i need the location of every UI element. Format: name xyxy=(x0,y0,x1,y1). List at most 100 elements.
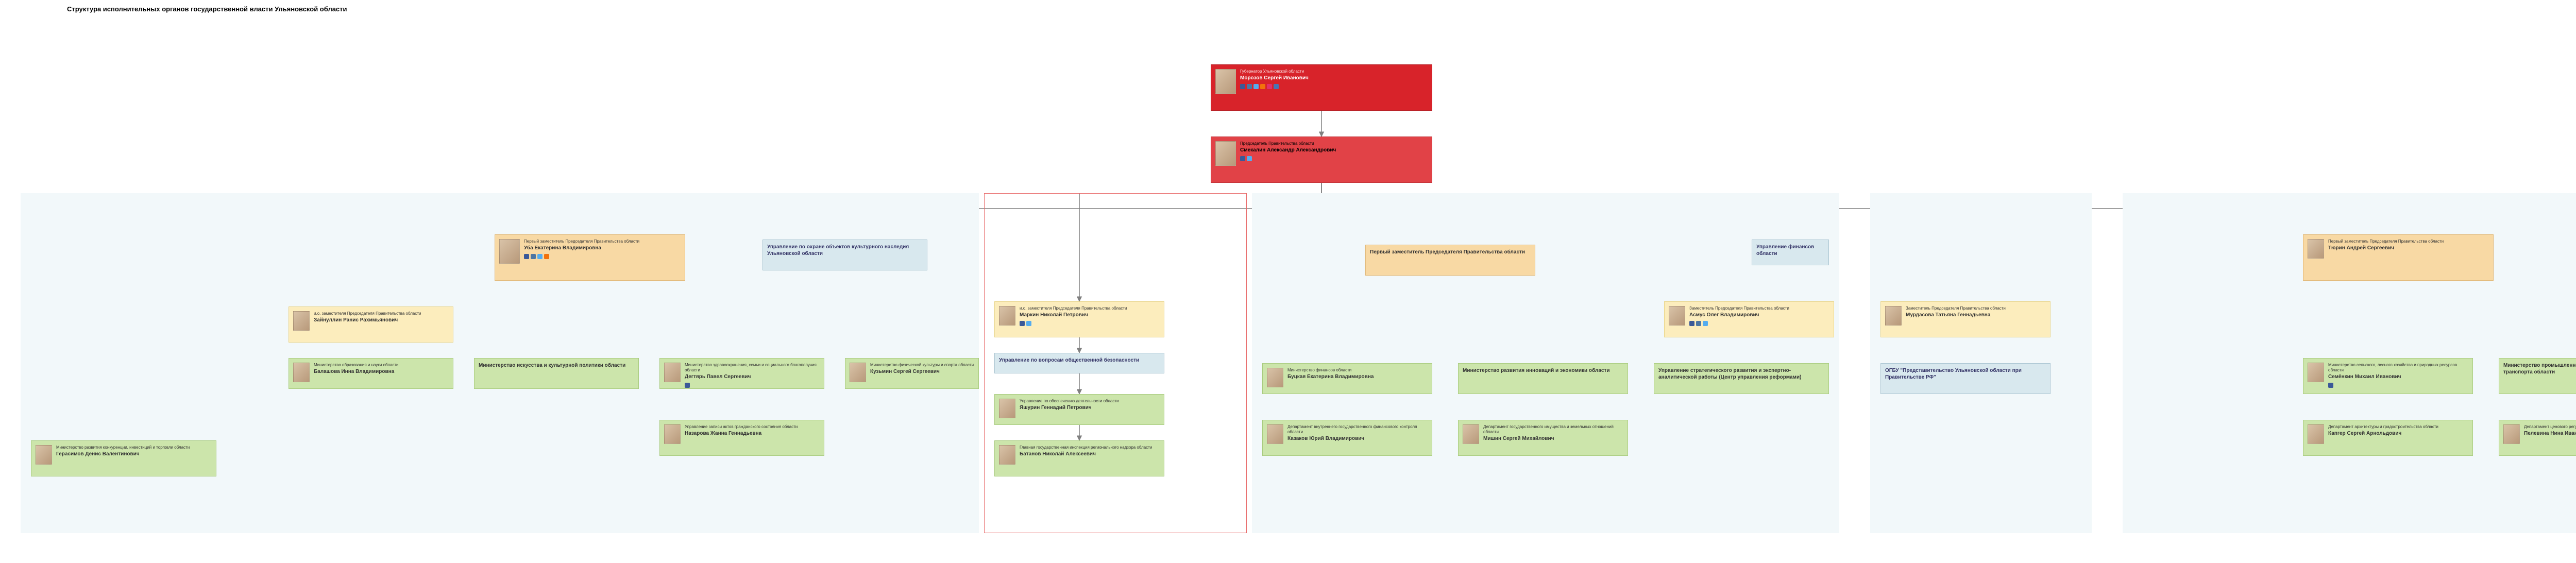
node-role: Управление записи актов гражданского сос… xyxy=(685,424,820,430)
org-node-markin[interactable]: и.о. заместителя Председателя Правительс… xyxy=(994,301,1164,337)
node-role: Управление по обеспечению деятельности о… xyxy=(1020,399,1160,404)
social-icon[interactable] xyxy=(685,383,690,388)
node-role: Департамент государственного имущества и… xyxy=(1483,424,1623,435)
node-name: Министерство промышленности, строительст… xyxy=(2503,363,2576,376)
org-node-g-control[interactable]: Департамент внутреннего государственного… xyxy=(1262,420,1432,456)
social-links xyxy=(1240,84,1428,89)
org-node-g-fin[interactable]: Министерство финансов областиБуцкая Екат… xyxy=(1262,363,1432,394)
social-links xyxy=(1689,321,1829,326)
node-name: Капгер Сергей Арнольдович xyxy=(2328,431,2468,437)
social-icon[interactable] xyxy=(531,254,536,259)
org-node-pm[interactable]: Председатель Правительства областиСмекал… xyxy=(1211,137,1432,183)
person-photo xyxy=(1885,306,1902,326)
node-name: Батанов Николай Алексеевич xyxy=(1020,451,1160,458)
social-icon[interactable] xyxy=(1240,84,1245,89)
social-icon[interactable] xyxy=(1247,156,1252,161)
org-node-blue-oggu[interactable]: ОГБУ "Представительство Ульяновской обла… xyxy=(1880,363,2050,394)
node-name: Смекалин Александр Александрович xyxy=(1240,147,1428,154)
org-node-g-econ[interactable]: Министерство развития конкуренции, инвес… xyxy=(31,440,216,476)
social-icon[interactable] xyxy=(1267,84,1272,89)
node-name: Балашова Инна Владимировна xyxy=(314,369,449,376)
page-title: Структура исполнительных органов государ… xyxy=(0,0,2576,13)
social-icon[interactable] xyxy=(524,254,529,259)
node-name: Буцкая Екатерина Владимировна xyxy=(1287,374,1428,381)
person-photo xyxy=(999,445,1015,465)
node-name: Мишин Сергей Михайлович xyxy=(1483,436,1623,442)
org-node-g-sport[interactable]: Министерство физической культуры и спорт… xyxy=(845,358,979,389)
social-icon[interactable] xyxy=(537,254,543,259)
org-node-blue-culture[interactable]: Управление по охране объектов культурног… xyxy=(762,240,927,270)
org-node-blue-fin[interactable]: Управление финансов области xyxy=(1752,240,1829,265)
org-node-g-industry[interactable]: Министерство промышленности, строительст… xyxy=(2499,358,2576,394)
social-icon[interactable] xyxy=(1247,84,1252,89)
org-node-dep1[interactable]: Первый заместитель Председателя Правител… xyxy=(1365,245,1535,276)
node-role: Министерство развития конкуренции, инвес… xyxy=(56,445,212,450)
org-node-g-agro[interactable]: Министерство сельского, лесного хозяйств… xyxy=(2303,358,2473,394)
node-name: Мурдасова Татьяна Геннадьевна xyxy=(1906,312,2046,319)
node-name: Управление стратегического развития и эк… xyxy=(1658,368,1824,381)
social-icon[interactable] xyxy=(1260,84,1265,89)
person-photo xyxy=(1267,368,1283,387)
social-icon[interactable] xyxy=(1274,84,1279,89)
node-name: Асмус Олег Владимирович xyxy=(1689,312,1829,319)
node-role: Министерство физической культуры и спорт… xyxy=(870,363,974,368)
org-node-g-inspect[interactable]: Главная государственная инспекция регион… xyxy=(994,440,1164,476)
org-node-g-analytics[interactable]: Управление стратегического развития и эк… xyxy=(1654,363,1829,394)
person-photo xyxy=(664,363,681,382)
person-photo xyxy=(36,445,52,465)
org-node-g-health[interactable]: Министерство здравоохранения, семьи и со… xyxy=(659,358,824,389)
org-node-blue-safety[interactable]: Управление по вопросам общественной безо… xyxy=(994,353,1164,373)
org-node-g-property[interactable]: Департамент государственного имущества и… xyxy=(1458,420,1628,456)
org-node-g-youth[interactable]: Министерство искусства и культурной поли… xyxy=(474,358,639,389)
org-node-g-edu[interactable]: Министерство образования и науки области… xyxy=(289,358,453,389)
social-icon[interactable] xyxy=(2328,383,2333,388)
social-icon[interactable] xyxy=(1253,84,1259,89)
node-role: Министерство образования и науки области xyxy=(314,363,449,368)
org-node-asmus[interactable]: Заместитель Председателя Правительства о… xyxy=(1664,301,1834,337)
org-node-g-zags[interactable]: Управление записи актов гражданского сос… xyxy=(659,420,824,456)
org-node-uba[interactable]: Первый заместитель Председателя Правител… xyxy=(495,234,685,281)
node-name: Кузьмин Сергей Сергеевич xyxy=(870,369,974,376)
person-photo xyxy=(850,363,866,382)
node-name: Министерство развития инноваций и эконом… xyxy=(1463,368,1623,374)
person-photo xyxy=(1669,306,1685,326)
social-icon[interactable] xyxy=(1689,321,1694,326)
node-name: Семёнкин Михаил Иванович xyxy=(2328,374,2468,381)
person-photo xyxy=(293,363,310,382)
social-icon[interactable] xyxy=(1026,321,1031,326)
node-role: Главная государственная инспекция регион… xyxy=(1020,445,1160,450)
node-name: ОГБУ "Представительство Ульяновской обла… xyxy=(1885,368,2046,381)
social-icon[interactable] xyxy=(1240,156,1245,161)
person-photo xyxy=(499,239,520,264)
org-node-murd[interactable]: Заместитель Председателя Правительства о… xyxy=(1880,301,2050,337)
node-name: Первый заместитель Председателя Правител… xyxy=(1370,249,1531,256)
org-node-g-vet[interactable]: Управление по обеспечению деятельности о… xyxy=(994,394,1164,425)
person-photo xyxy=(293,311,310,331)
org-node-zainul[interactable]: и.о. заместителя Председателя Правительс… xyxy=(289,306,453,343)
person-photo xyxy=(1215,69,1236,94)
social-icon[interactable] xyxy=(1020,321,1025,326)
org-node-g-price[interactable]: Департамент ценового регулирования облас… xyxy=(2499,420,2576,456)
node-role: Министерство сельского, лесного хозяйств… xyxy=(2328,363,2468,373)
node-name: Маркин Николай Петрович xyxy=(1020,312,1160,319)
org-node-g-econplan[interactable]: Министерство развития инноваций и эконом… xyxy=(1458,363,1628,394)
node-role: Министерство финансов области xyxy=(1287,368,1428,373)
node-name: Герасимов Денис Валентинович xyxy=(56,451,212,458)
node-name: Управление финансов области xyxy=(1756,244,1824,257)
social-icon[interactable] xyxy=(544,254,549,259)
node-name: Уба Екатерина Владимировна xyxy=(524,245,681,252)
social-icon[interactable] xyxy=(1696,321,1701,326)
social-links xyxy=(1240,156,1428,161)
person-photo xyxy=(999,306,1015,326)
org-node-g-arch[interactable]: Департамент архитектуры и градостроитель… xyxy=(2303,420,2473,456)
person-photo xyxy=(2308,424,2324,444)
node-name: Управление по вопросам общественной безо… xyxy=(999,357,1160,364)
node-role: Министерство здравоохранения, семьи и со… xyxy=(685,363,820,373)
node-name: Назарова Жанна Геннадьевна xyxy=(685,431,820,437)
node-role: и.о. заместителя Председателя Правительс… xyxy=(314,311,449,316)
org-node-gov[interactable]: Губернатор Ульяновской областиМорозов Се… xyxy=(1211,64,1432,111)
node-role: Департамент внутреннего государственного… xyxy=(1287,424,1428,435)
org-node-tyurin[interactable]: Первый заместитель Председателя Правител… xyxy=(2303,234,2494,281)
person-photo xyxy=(1267,424,1283,444)
social-icon[interactable] xyxy=(1703,321,1708,326)
